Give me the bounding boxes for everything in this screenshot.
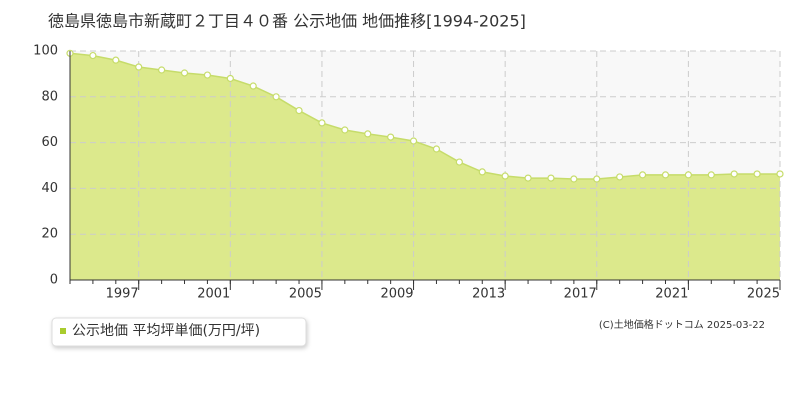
point (593, 175, 601, 183)
y-tick-label: 0 (50, 273, 58, 288)
chart-title: 徳島県徳島市新蔵町２丁目４０番 公示地価 地価推移[1994-2025] (48, 12, 526, 31)
point (707, 171, 715, 179)
point (547, 174, 555, 182)
legend-swatch (60, 328, 66, 334)
point (409, 137, 418, 145)
point (112, 56, 120, 64)
x-tick-label: 2013 (472, 287, 505, 302)
y-tick-label: 80 (41, 89, 58, 104)
point (272, 93, 280, 101)
point (730, 170, 738, 178)
source: (C)土地価格ドットコム 2025-03-22 (599, 318, 765, 331)
point (203, 71, 212, 79)
point (158, 66, 166, 74)
line (69, 52, 780, 180)
y-tick-label: 40 (41, 181, 58, 196)
x-tick-label: 2017 (564, 287, 597, 302)
point (226, 74, 234, 83)
point (753, 170, 761, 178)
point (638, 171, 647, 179)
point (318, 119, 326, 127)
point (249, 82, 257, 90)
x-tick-label: 2005 (289, 287, 322, 302)
point (524, 174, 532, 182)
x-tick-label: 1997 (106, 287, 139, 302)
y-tick-label: 20 (41, 227, 58, 242)
point (661, 171, 670, 179)
point (432, 145, 441, 153)
point (341, 126, 349, 134)
point (684, 171, 692, 179)
legend-box (51, 317, 307, 347)
y-tick-label: 60 (41, 135, 58, 150)
x-tick-label: 2009 (380, 287, 413, 302)
point (478, 168, 486, 176)
point (135, 63, 143, 71)
point (387, 133, 395, 141)
point (180, 69, 189, 77)
point (776, 170, 784, 178)
x-tick-label: 2025 (747, 287, 780, 302)
y-tick-label: 100 (33, 44, 58, 59)
point (295, 106, 303, 115)
point (501, 172, 509, 180)
area (70, 53, 780, 280)
x-tick-label: 2021 (655, 287, 688, 302)
point (89, 51, 97, 60)
point (455, 158, 463, 166)
point (570, 175, 578, 183)
x-tick-label: 2001 (197, 287, 230, 302)
legend-label: 公示地価 平均坪単価(万円/坪) (72, 323, 260, 339)
point (616, 173, 624, 181)
point (364, 130, 372, 138)
